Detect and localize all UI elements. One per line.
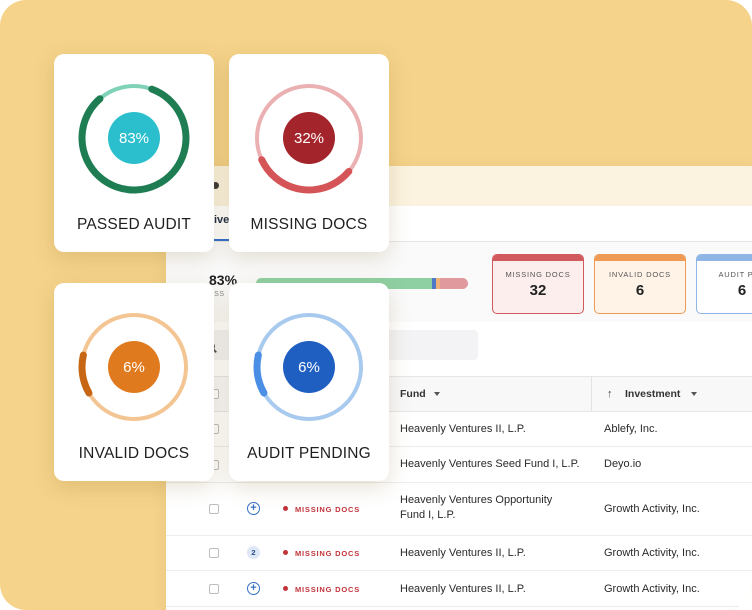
donut-percent: 32% — [294, 130, 324, 147]
card-audit-pending[interactable]: 6% AUDIT PENDING — [229, 283, 389, 481]
add-icon[interactable]: + — [247, 502, 260, 515]
card-label: INVALID DOCS — [78, 445, 190, 462]
row-investment: Growth Activity, Inc. — [604, 547, 700, 559]
table-row[interactable] — [166, 447, 752, 483]
stat-label: AUDIT PEN — [718, 270, 752, 279]
row-fund: Heavenly Ventures Seed Fund I, L.P. — [400, 458, 580, 470]
status-badge: MISSING DOCS — [283, 549, 360, 558]
donut-arc — [78, 82, 190, 194]
donut-chart: 83% — [78, 82, 190, 194]
stat-label: MISSING DOCS — [505, 270, 571, 279]
row-checkbox[interactable] — [209, 584, 219, 594]
donut-percent: 83% — [119, 130, 149, 147]
row-investment: Ablefy, Inc. — [604, 423, 658, 435]
stat-missing-docs[interactable]: MISSING DOCS 32 — [492, 254, 584, 314]
stat-invalid-docs[interactable]: INVALID DOCS 6 — [594, 254, 686, 314]
donut-center — [108, 112, 160, 164]
summary-percent: 83% — [209, 272, 238, 288]
stat-value: 6 — [737, 282, 747, 299]
table-row[interactable] — [166, 536, 752, 571]
card-label: AUDIT PENDING — [247, 445, 371, 462]
donut-percent: 6% — [123, 359, 145, 376]
progress-segment — [436, 278, 441, 289]
stat-audit-pending[interactable]: AUDIT PEN 6 — [696, 254, 752, 314]
donut-center — [283, 112, 335, 164]
table-row[interactable] — [166, 412, 752, 447]
sort-ascending-icon[interactable]: ↑ — [607, 388, 613, 400]
card-label: MISSING DOCS — [250, 216, 368, 233]
window-control-dot[interactable] — [212, 182, 219, 189]
row-fund: Heavenly Ventures II, L.P. — [400, 547, 526, 559]
stat-value: 6 — [635, 282, 645, 299]
donut-center — [108, 341, 160, 393]
column-header-investment[interactable]: Investment — [625, 388, 681, 400]
row-checkbox[interactable] — [209, 548, 219, 558]
donut-chart: 32% — [253, 82, 365, 194]
stat-value: 32 — [529, 282, 547, 299]
stat-stripe — [697, 255, 752, 261]
row-fund: Heavenly Ventures II, L.P. — [400, 583, 526, 595]
tab-active[interactable]: ive — [214, 214, 230, 226]
row-investment: Deyo.io — [604, 458, 642, 470]
row-investment: Growth Activity, Inc. — [604, 583, 700, 595]
column-divider — [591, 376, 592, 412]
donut-chart: 6% — [78, 311, 190, 423]
donut-percent: 6% — [298, 359, 320, 376]
card-invalid-docs[interactable]: 6% INVALID DOCS — [54, 283, 214, 481]
row-fund: Heavenly Ventures Opportunity Fund I, L.… — [400, 494, 553, 521]
status-badge: MISSING DOCS — [283, 585, 360, 594]
card-label: PASSED AUDIT — [76, 216, 192, 233]
donut-arc — [253, 311, 365, 423]
row-fund: Heavenly Ventures II, L.P. — [400, 423, 526, 435]
stat-stripe — [595, 255, 685, 261]
donut-arc — [78, 311, 190, 423]
donut-center — [283, 341, 335, 393]
summary-subtitle: ASS — [209, 291, 225, 298]
count-badge[interactable]: 2 — [247, 546, 260, 559]
card-missing-docs[interactable]: 32% MISSING DOCS — [229, 54, 389, 252]
donut-arc — [253, 82, 365, 194]
chevron-down-icon[interactable] — [691, 392, 697, 396]
progress-segment — [440, 278, 468, 289]
card-passed-audit[interactable]: 83% PASSED AUDIT — [54, 54, 214, 252]
stat-label: INVALID DOCS — [609, 270, 671, 279]
row-investment: Growth Activity, Inc. — [604, 503, 700, 515]
stat-stripe — [493, 255, 583, 261]
add-icon[interactable]: + — [247, 582, 260, 595]
tab-active-indicator — [214, 239, 230, 241]
progress-segment — [431, 278, 437, 289]
row-checkbox[interactable] — [209, 504, 219, 514]
column-header-fund[interactable]: Fund — [400, 388, 426, 400]
status-badge: MISSING DOCS — [283, 505, 360, 514]
donut-chart: 6% — [253, 311, 365, 423]
table-row[interactable] — [166, 483, 752, 536]
table-row[interactable] — [166, 571, 752, 607]
chevron-down-icon[interactable] — [434, 392, 440, 396]
